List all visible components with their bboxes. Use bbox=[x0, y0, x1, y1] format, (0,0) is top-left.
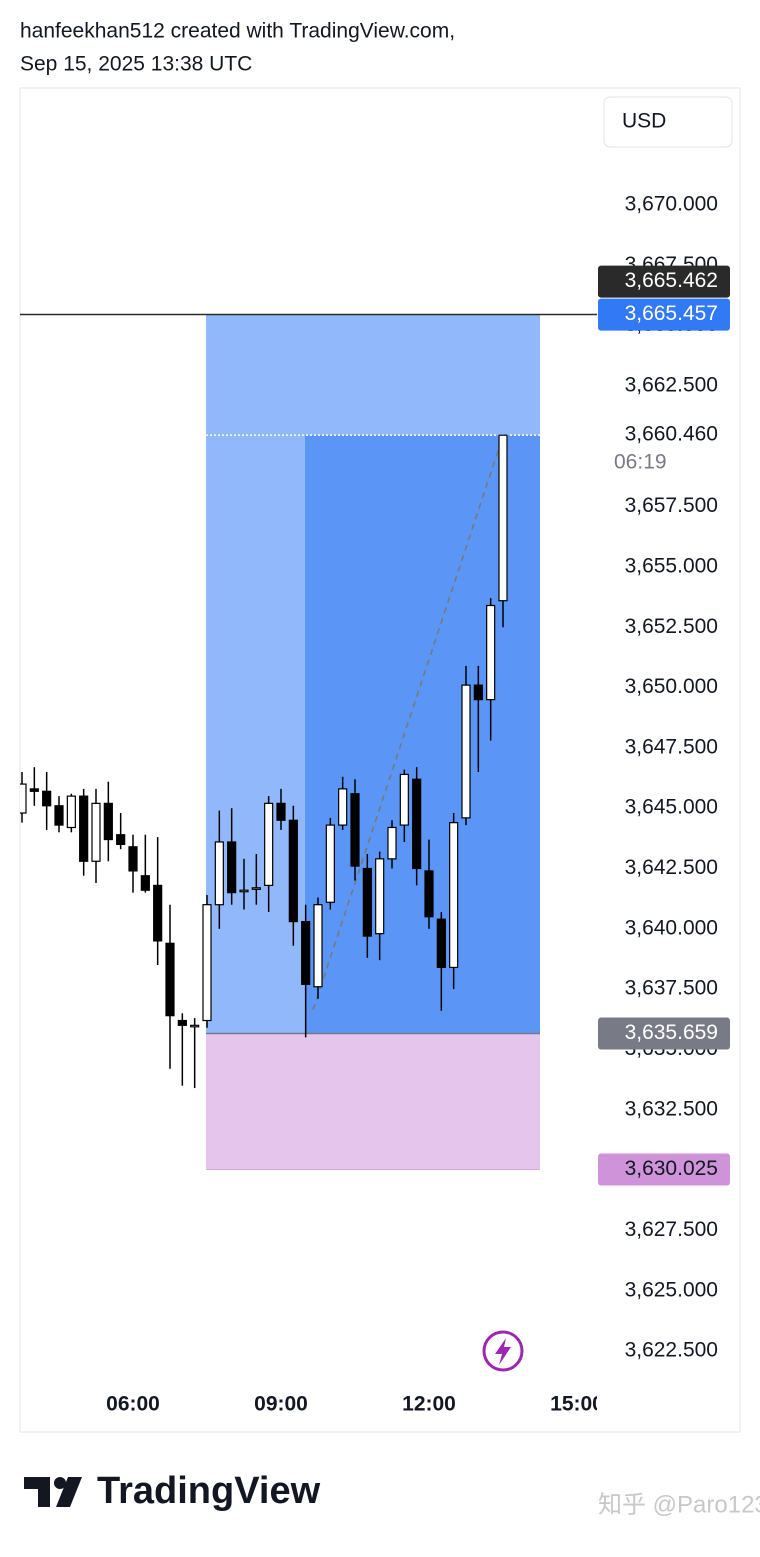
candle-body bbox=[288, 819, 298, 923]
logo-shape bbox=[56, 1477, 82, 1507]
candle-body bbox=[412, 778, 422, 870]
candle-body bbox=[486, 604, 496, 701]
candle-body bbox=[79, 795, 89, 862]
candle-body bbox=[436, 918, 446, 969]
y-tick-label: 3,622.500 bbox=[625, 1339, 718, 1362]
candle-body bbox=[116, 834, 126, 845]
candle-body bbox=[103, 802, 113, 841]
candle-body bbox=[251, 887, 261, 890]
candle-body bbox=[461, 684, 471, 819]
candle-body bbox=[301, 920, 311, 985]
y-tick-label: 3,650.000 bbox=[625, 675, 718, 698]
candle-body bbox=[20, 783, 27, 814]
y-tick-label: 3,632.500 bbox=[625, 1097, 718, 1120]
candle-body bbox=[387, 826, 397, 860]
logo-text: TradingView bbox=[97, 1470, 321, 1512]
y-tick-label: 3,625.000 bbox=[625, 1278, 718, 1301]
candle-body bbox=[350, 793, 360, 867]
price-tag bbox=[598, 265, 730, 298]
candle-body bbox=[498, 434, 508, 602]
candle-body bbox=[140, 875, 150, 891]
trend-line bbox=[312, 444, 501, 1011]
y-tick-label: 3,640.000 bbox=[625, 916, 718, 939]
candle-body bbox=[227, 841, 237, 894]
last-price-label: 3,660.460 bbox=[625, 423, 718, 446]
candle-body bbox=[91, 802, 101, 862]
price-labels: 3,660.460 06:19 3,665.457 3,665.462 3,635.65… bbox=[598, 265, 730, 1186]
x-tick-label: 15:00 bbox=[550, 1393, 604, 1416]
chart-frame bbox=[19, 87, 741, 1433]
y-tick-label: 3,655.000 bbox=[625, 554, 718, 577]
candle-body bbox=[54, 805, 64, 826]
y-tick-label: 3,627.500 bbox=[625, 1218, 718, 1241]
candle-body bbox=[239, 889, 249, 893]
price-tag bbox=[598, 1153, 730, 1186]
price-tag bbox=[598, 1017, 730, 1050]
candle-body bbox=[473, 684, 483, 701]
candle-body bbox=[276, 802, 286, 821]
x-tick-label: 06:00 bbox=[106, 1393, 160, 1416]
candle-body bbox=[449, 822, 459, 969]
stop-zone bbox=[206, 1033, 540, 1170]
y-tick-label: 3,662.500 bbox=[625, 374, 718, 397]
last-price-bg bbox=[598, 419, 730, 468]
candle-body bbox=[202, 904, 212, 1022]
candle-body bbox=[190, 1024, 200, 1028]
logo-mark bbox=[24, 1477, 82, 1507]
candle-body bbox=[399, 773, 409, 826]
bolt-icon bbox=[495, 1338, 511, 1365]
countdown: 06:19 bbox=[614, 451, 667, 474]
logo-shape bbox=[24, 1477, 50, 1507]
candle-body bbox=[325, 824, 335, 903]
price-tag-label: 3,635.659 bbox=[625, 1021, 718, 1044]
candle-body bbox=[66, 795, 76, 829]
candle-body bbox=[29, 788, 39, 792]
replay-icon[interactable] bbox=[482, 1330, 524, 1372]
candle-body bbox=[313, 904, 323, 988]
logo-shape bbox=[54, 1477, 66, 1489]
candle-body bbox=[177, 1019, 187, 1026]
price-axis: 3,670.0003,667.5003,665.0003,662.5003,66… bbox=[597, 193, 718, 1362]
x-tick-label: 09:00 bbox=[254, 1393, 308, 1416]
y-tick-label: 3,652.500 bbox=[625, 615, 718, 638]
price-tag-label: 3,665.462 bbox=[625, 269, 718, 292]
candle-body bbox=[362, 867, 372, 937]
candle-body bbox=[128, 846, 138, 872]
candle-body bbox=[165, 942, 175, 1017]
x-tick-label: 12:00 bbox=[402, 1393, 456, 1416]
y-tick-label: 3,657.500 bbox=[625, 494, 718, 517]
watermark: 知乎 @Paro123 bbox=[598, 1491, 760, 1518]
candle-body bbox=[214, 841, 224, 906]
price-tag-label: 3,665.457 bbox=[625, 302, 718, 325]
price-tag-label: 3,630.025 bbox=[625, 1157, 718, 1180]
candle-body bbox=[42, 790, 52, 807]
y-tick-label: 3,642.500 bbox=[625, 856, 718, 879]
candle-body bbox=[424, 870, 434, 918]
candle-body bbox=[153, 884, 163, 942]
price-tag bbox=[598, 298, 730, 331]
candle-body bbox=[264, 802, 274, 886]
candle-body bbox=[375, 858, 385, 935]
plot: 06:00 09:00 12:00 15:00 bbox=[20, 313, 604, 1416]
y-tick-label: 3,645.000 bbox=[625, 796, 718, 819]
currency-button[interactable] bbox=[603, 96, 733, 148]
candle-body bbox=[338, 788, 348, 826]
y-tick-label: 3,670.000 bbox=[625, 193, 718, 216]
y-tick-label: 3,647.500 bbox=[625, 735, 718, 758]
header-line: hanfeekhan512 created with TradingView.c… bbox=[20, 20, 455, 43]
currency: USD bbox=[622, 110, 666, 133]
y-tick-label: 3,637.500 bbox=[625, 977, 718, 1000]
header-line: Sep 15, 2025 13:38 UTC bbox=[20, 53, 252, 76]
